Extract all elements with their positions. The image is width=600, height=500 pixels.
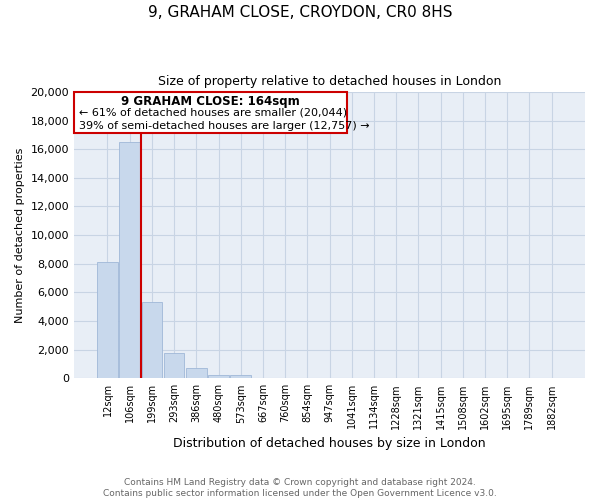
Bar: [164, 352, 184, 378]
FancyBboxPatch shape: [74, 92, 347, 134]
X-axis label: Distribution of detached houses by size in London: Distribution of detached houses by size …: [173, 437, 486, 450]
Title: Size of property relative to detached houses in London: Size of property relative to detached ho…: [158, 75, 501, 88]
Text: 9, GRAHAM CLOSE, CROYDON, CR0 8HS: 9, GRAHAM CLOSE, CROYDON, CR0 8HS: [148, 5, 452, 20]
Bar: [208, 374, 229, 378]
Text: 9 GRAHAM CLOSE: 164sqm: 9 GRAHAM CLOSE: 164sqm: [121, 95, 300, 108]
Bar: [230, 376, 251, 378]
Text: ← 61% of detached houses are smaller (20,044): ← 61% of detached houses are smaller (20…: [79, 108, 347, 118]
Bar: [142, 302, 162, 378]
Text: 39% of semi-detached houses are larger (12,757) →: 39% of semi-detached houses are larger (…: [79, 120, 370, 130]
Text: Contains HM Land Registry data © Crown copyright and database right 2024.
Contai: Contains HM Land Registry data © Crown c…: [103, 478, 497, 498]
Bar: [119, 142, 140, 378]
Bar: [97, 262, 118, 378]
Y-axis label: Number of detached properties: Number of detached properties: [15, 148, 25, 323]
Bar: [186, 368, 206, 378]
